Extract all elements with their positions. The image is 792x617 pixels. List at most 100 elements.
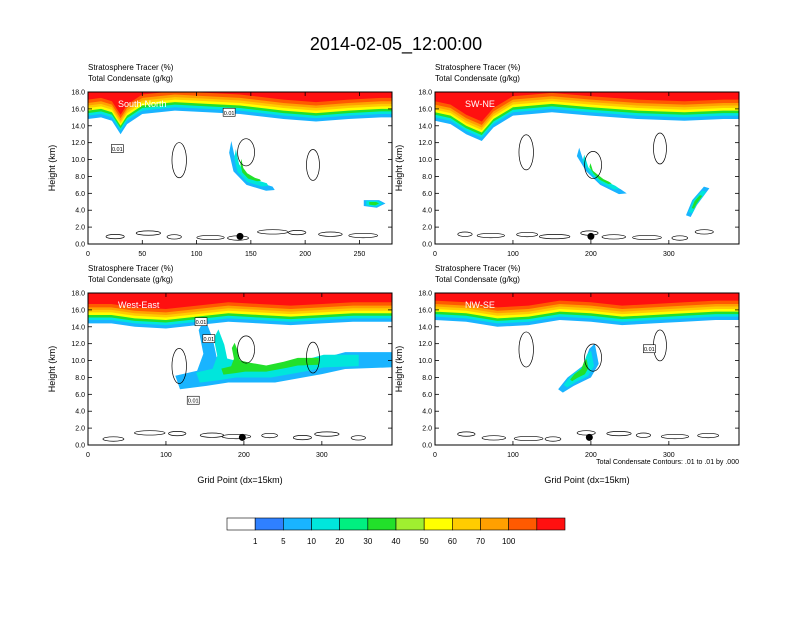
y-axis-label: Height (km) xyxy=(394,346,404,393)
plot-area: 0.01 0.01 0.01 xyxy=(88,293,392,445)
panel-title-line2: Total Condensate (g/kg) xyxy=(435,74,520,83)
ytick-label-5: 10.0 xyxy=(418,358,432,365)
x-axis-label: Grid Point (dx=15km) xyxy=(544,475,629,485)
colorbar-swatch-5 xyxy=(367,517,397,531)
xtick-label-3: 150 xyxy=(245,251,257,258)
xtick-label-0: 0 xyxy=(86,251,90,258)
ytick-label-9: 18.0 xyxy=(418,90,432,97)
ytick-label-6: 12.0 xyxy=(71,140,85,147)
contour-surface-2 xyxy=(166,234,182,240)
colorbar-swatch-7 xyxy=(423,517,453,531)
condensate-contours xyxy=(457,132,714,241)
xtick-label-2: 200 xyxy=(585,251,597,258)
location-marker xyxy=(238,433,246,441)
xtick-label-2: 100 xyxy=(191,251,203,258)
intrusion-0-level-0 xyxy=(229,140,275,191)
region-label: West-East xyxy=(118,300,160,310)
figure-title: 2014-02-05_12:00:00 xyxy=(310,34,482,55)
contour-label-box-0 xyxy=(222,107,236,117)
condensate-contours xyxy=(457,329,720,442)
ytick-label-9: 18.0 xyxy=(71,90,85,97)
contour-aloft-1 xyxy=(584,150,602,179)
contour-surface-7 xyxy=(318,231,343,237)
y-axis-label: Height (km) xyxy=(47,346,57,393)
panel-3: 0.01 0.01 0.01 West-East 0.0 2.0 4.0 6.0 8.0 10.0… xyxy=(47,264,393,485)
contour-surface-6 xyxy=(632,234,662,241)
ytick-label-1: 2.0 xyxy=(75,225,85,232)
colorbar-label-1: 5 xyxy=(281,537,286,546)
contour-surface-4 xyxy=(221,433,252,440)
xtick-label-2: 200 xyxy=(585,452,597,459)
contour-surface-8 xyxy=(694,229,714,235)
region-label: South-North xyxy=(118,99,167,109)
xtick-label-0: 0 xyxy=(433,251,437,258)
ytick-label-0: 0.0 xyxy=(422,242,432,249)
contour-surface-1 xyxy=(476,232,505,239)
colorbar-label-5: 40 xyxy=(392,537,401,546)
ytick-label-3: 6.0 xyxy=(422,392,432,399)
intrusion-1-level-2 xyxy=(691,195,703,209)
colorbar-swatch-0 xyxy=(226,517,256,531)
intrusion-0-level-1 xyxy=(582,154,620,190)
xtick-label-1: 100 xyxy=(160,452,172,459)
contour-surface-8 xyxy=(350,435,366,441)
tracer-band-7 xyxy=(88,293,392,310)
contour-aloft-0 xyxy=(518,134,534,171)
ytick-label-5: 10.0 xyxy=(418,157,432,164)
location-marker xyxy=(585,433,593,441)
contour-surface-3 xyxy=(538,234,571,240)
contour-label-2: 0.01 xyxy=(188,399,199,405)
condensate-contours xyxy=(105,138,378,241)
xtick-label-3: 300 xyxy=(663,251,675,258)
plot-frame xyxy=(434,91,740,245)
panel-title-line1: Stratosphere Tracer (%) xyxy=(88,264,174,273)
condensate-contours xyxy=(102,335,366,442)
ytick-label-7: 14.0 xyxy=(418,123,432,130)
contour-aloft-0 xyxy=(171,142,187,179)
tracer-band-7 xyxy=(435,92,739,122)
colorbar-swatch-3 xyxy=(311,517,340,531)
panel-title-line2: Total Condensate (g/kg) xyxy=(435,275,520,284)
contour-surface-0 xyxy=(102,436,125,442)
contour-surface-7 xyxy=(660,433,689,440)
contour-label-0: 0.01 xyxy=(196,320,207,326)
xtick-label-3: 300 xyxy=(663,452,675,459)
colorbar-swatch-1 xyxy=(254,517,284,531)
xtick-label-4: 200 xyxy=(299,251,311,258)
contour-surface-4 xyxy=(576,430,596,436)
xtick-label-5: 250 xyxy=(354,251,366,258)
xtick-label-0: 0 xyxy=(86,452,90,459)
ytick-label-1: 2.0 xyxy=(75,426,85,433)
plot-frame xyxy=(87,91,393,245)
plot-frame xyxy=(87,292,393,446)
contour-aloft-1 xyxy=(237,335,255,364)
intrusion-0-level-2 xyxy=(570,359,589,382)
colorbar-swatch-4 xyxy=(339,517,369,531)
plot-frame xyxy=(434,292,740,446)
contour-aloft-1 xyxy=(237,138,255,167)
panel-4: 0.01 NW-SE 0.0 2.0 4.0 6.0 8.0 10.0 12.0 14.0 16.0… xyxy=(394,264,740,485)
plot-area: 0.01 xyxy=(435,293,739,445)
location-marker xyxy=(587,232,595,240)
contour-aloft-0 xyxy=(518,331,534,368)
contour-label-box-2 xyxy=(186,395,200,405)
ytick-label-1: 2.0 xyxy=(422,225,432,232)
ytick-label-5: 10.0 xyxy=(71,358,85,365)
ytick-label-9: 18.0 xyxy=(71,291,85,298)
panel-title-line1: Stratosphere Tracer (%) xyxy=(88,63,174,72)
contour-aloft-0 xyxy=(171,348,187,384)
ytick-label-7: 14.0 xyxy=(418,324,432,331)
xtick-label-3: 300 xyxy=(316,452,328,459)
ytick-label-5: 10.0 xyxy=(71,157,85,164)
contour-surface-1 xyxy=(481,435,506,441)
xtick-label-1: 100 xyxy=(507,452,519,459)
contour-surface-8 xyxy=(348,232,378,239)
panel-2: SW-NE 0.0 2.0 4.0 6.0 8.0 10.0 12.0 14.0 16.0 18.0… xyxy=(394,63,740,258)
intrusion-1-level-2 xyxy=(369,201,380,206)
ytick-label-8: 16.0 xyxy=(71,106,85,113)
contour-surface-1 xyxy=(135,230,161,236)
colorbar: 1 5 10 20 30 40 50 60 70 100 xyxy=(226,517,566,546)
contour-surface-8 xyxy=(697,432,720,439)
colorbar-swatch-8 xyxy=(452,517,481,531)
ytick-label-2: 4.0 xyxy=(75,409,85,416)
